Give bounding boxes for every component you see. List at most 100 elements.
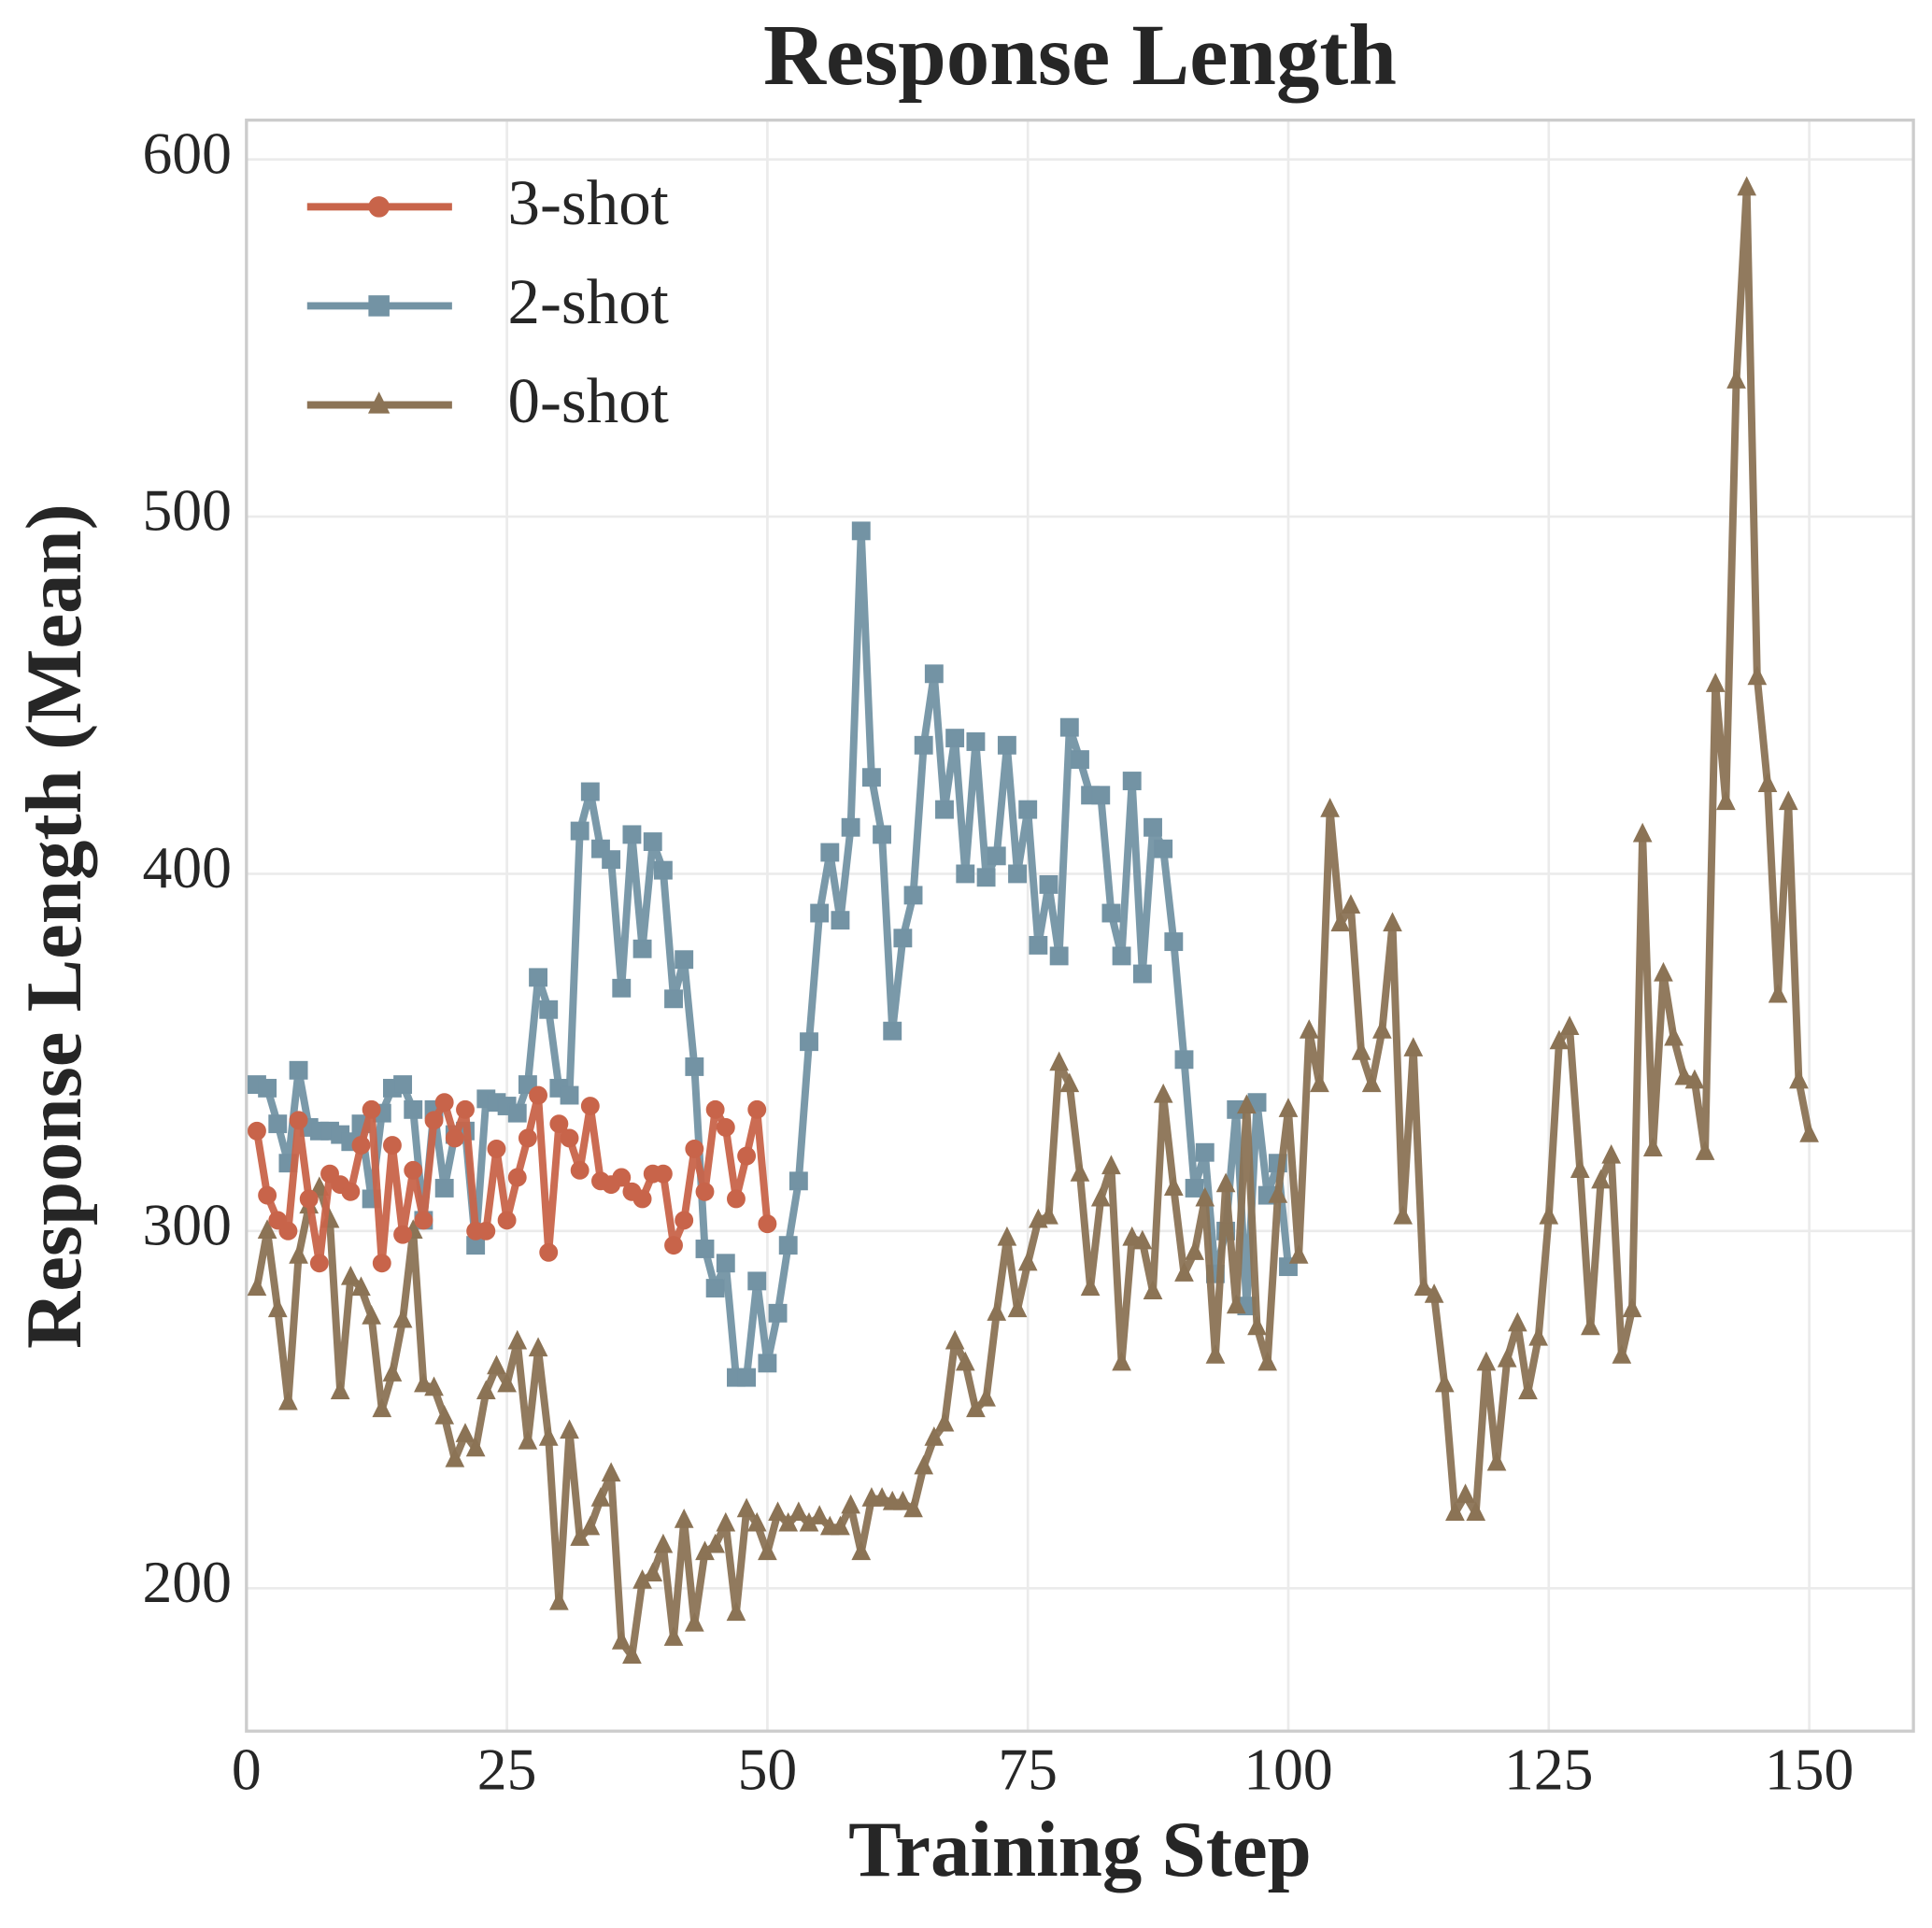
data-point	[1539, 1204, 1559, 1225]
data-point	[1185, 1240, 1204, 1260]
data-point	[1518, 1380, 1538, 1400]
data-point	[1570, 1158, 1590, 1178]
y-tick-label: 500	[142, 477, 231, 544]
data-point	[820, 843, 840, 862]
data-point	[934, 1411, 955, 1432]
data-point	[1695, 1141, 1715, 1160]
data-point	[1716, 790, 1736, 811]
data-point	[612, 1168, 632, 1187]
data-point	[1132, 964, 1152, 984]
data-point	[831, 911, 850, 930]
data-point	[289, 1060, 308, 1080]
data-point	[267, 1297, 288, 1318]
data-point	[1143, 1280, 1163, 1299]
data-point	[424, 1111, 444, 1130]
data-point	[1383, 912, 1402, 932]
data-point	[1341, 894, 1361, 914]
data-point	[445, 1447, 465, 1467]
data-point	[893, 929, 913, 948]
data-point	[1174, 1050, 1194, 1070]
data-point	[372, 1397, 392, 1418]
data-point	[945, 1329, 965, 1350]
y-tick-label: 400	[142, 834, 231, 900]
data-point	[1174, 1262, 1194, 1282]
data-point	[705, 1279, 725, 1297]
data-point	[1195, 1142, 1215, 1162]
data-point	[737, 1146, 757, 1166]
data-point	[601, 1462, 621, 1481]
data-point	[873, 825, 892, 844]
data-point	[987, 846, 1006, 866]
data-point	[1799, 1122, 1819, 1142]
data-point	[643, 1562, 663, 1582]
data-point	[1413, 1276, 1434, 1297]
data-point	[330, 1380, 350, 1400]
data-point	[663, 1626, 684, 1646]
data-point	[674, 1508, 694, 1528]
data-point	[404, 1160, 423, 1180]
data-point	[1507, 1311, 1527, 1332]
data-point	[768, 1501, 788, 1522]
data-point	[851, 1540, 872, 1561]
data-point	[611, 1630, 632, 1650]
data-point	[622, 1644, 642, 1665]
data-point	[1757, 773, 1778, 792]
data-point	[507, 1168, 527, 1187]
data-point	[976, 868, 996, 887]
data-point	[1288, 1244, 1309, 1264]
data-point	[1101, 903, 1121, 923]
data-point	[705, 1533, 725, 1553]
data-point	[580, 1097, 600, 1115]
y-tick-label: 200	[142, 1549, 231, 1615]
data-point	[788, 1171, 808, 1191]
data-point	[392, 1308, 413, 1328]
x-tick-label: 0	[232, 1737, 262, 1803]
data-point	[935, 800, 954, 819]
data-point	[675, 1211, 694, 1230]
data-point	[685, 1139, 704, 1158]
data-point	[1403, 1037, 1424, 1056]
data-point	[455, 1423, 476, 1442]
data-point	[1008, 864, 1027, 884]
data-point	[1445, 1501, 1465, 1522]
data-point	[1112, 946, 1131, 966]
data-point	[258, 1185, 277, 1205]
data-point	[299, 1189, 319, 1209]
data-point	[456, 1099, 475, 1119]
data-point	[778, 1236, 798, 1255]
data-point	[1268, 1184, 1288, 1203]
data-point	[465, 1437, 486, 1457]
data-point	[1642, 1137, 1663, 1156]
data-point	[414, 1372, 433, 1393]
data-point	[1257, 1351, 1278, 1371]
data-point	[1310, 1072, 1329, 1093]
legend-label: 2-shot	[508, 266, 669, 337]
x-tick-label: 75	[998, 1737, 1058, 1803]
data-point	[1029, 935, 1048, 955]
data-point	[924, 1426, 945, 1446]
data-point	[549, 1114, 569, 1134]
x-axis-label: Training Step	[848, 1806, 1312, 1893]
data-point	[997, 1226, 1017, 1246]
data-point	[1705, 673, 1726, 692]
data-point	[560, 1419, 579, 1439]
data-point	[507, 1329, 528, 1350]
data-point	[602, 850, 621, 870]
data-point	[1559, 1015, 1580, 1035]
data-point	[1059, 717, 1079, 737]
data-point	[632, 1189, 652, 1209]
data-point	[497, 1372, 517, 1393]
data-point	[539, 999, 559, 1019]
data-point	[841, 1494, 860, 1514]
data-point	[1768, 983, 1788, 1003]
data-point	[1039, 1204, 1058, 1225]
data-point	[747, 1271, 767, 1291]
data-point	[1101, 1155, 1121, 1175]
data-point	[1622, 1297, 1642, 1318]
data-point	[1205, 1344, 1226, 1364]
data-point	[1153, 1083, 1173, 1103]
y-tick-label: 600	[142, 120, 231, 186]
legend-marker	[368, 295, 390, 317]
data-point	[1466, 1501, 1486, 1522]
